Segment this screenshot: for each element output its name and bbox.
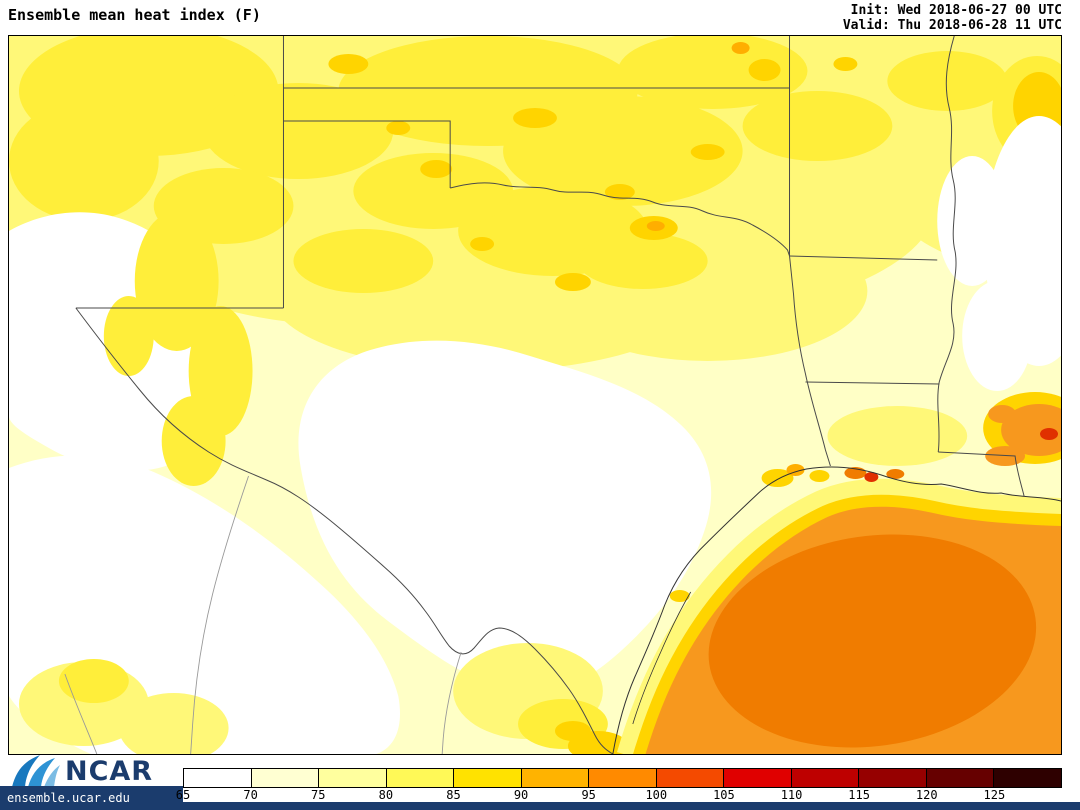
state-borders (75, 36, 1025, 754)
init-time: Init: Wed 2018-06-27 00 UTC (850, 3, 1062, 18)
la-coast-gold-spot (809, 470, 830, 482)
page-title: Ensemble mean heat index (F) (8, 6, 261, 24)
mexico-state-borders (64, 475, 462, 754)
colorbar-label: 95 (581, 788, 596, 802)
heat-index-map (8, 35, 1062, 755)
heat-index-map-canvas (9, 36, 1061, 754)
colorbar-label: 110 (780, 788, 803, 802)
heat-speckles-gold-south (554, 590, 690, 754)
colorbar-label: 85 (446, 788, 461, 802)
colorbar-segment (588, 769, 656, 787)
colorbar-label: 105 (713, 788, 735, 802)
colorbar-label: 80 (378, 788, 394, 802)
colorbar-segment (858, 769, 926, 787)
colorbar-label: 70 (243, 788, 258, 802)
coast-orange-spot (988, 405, 1017, 423)
colorbar-segment (453, 769, 521, 787)
colorbar-segment (520, 769, 589, 787)
colorbar-segment (790, 769, 859, 787)
valid-time: Valid: Thu 2018-06-28 11 UTC (842, 18, 1062, 33)
init-valid-times: Init: Wed 2018-06-27 00 UTC Valid: Thu 2… (843, 3, 1062, 33)
colorbar-labels: 65 70 75 80 85 90 95 100 105 110 115 120 125 (176, 788, 1062, 802)
delta-red-spot (1040, 428, 1059, 440)
ncar-logo-text: NCAR (65, 755, 154, 787)
colorbar-label: 115 (848, 788, 870, 802)
colorbar-segments (183, 768, 1062, 788)
heat-patches-yellow (9, 36, 1061, 293)
footer-strip (0, 802, 1080, 810)
ncar-logo-icon (12, 755, 60, 787)
colorbar-segment (993, 769, 1061, 787)
la-coast-darkorange-spot-2 (886, 469, 905, 479)
colorbar-segment (250, 769, 319, 787)
colorbar-segment (925, 769, 994, 787)
coast-orange-spot-2 (985, 446, 1026, 466)
colorbar-label: 120 (915, 788, 938, 802)
ncar-logo: NCAR (10, 754, 153, 788)
colorbar-segment (184, 769, 251, 787)
colorbar-label: 75 (310, 788, 326, 802)
colorbar-label: 125 (983, 788, 1006, 802)
colorbar-segment (318, 769, 386, 787)
la-coast-red-spot (864, 472, 879, 482)
galveston-gold-spot (761, 469, 794, 487)
colorbar-label: 90 (513, 788, 529, 802)
colorbar-segment (385, 769, 454, 787)
gulf-coastline (612, 466, 1061, 754)
colorbar-label: 100 (645, 788, 668, 802)
colorbar-segment (723, 769, 791, 787)
gulf-core-region (708, 534, 1037, 748)
colorbar-segment (655, 769, 724, 787)
site-url: ensemble.ucar.edu (7, 791, 130, 805)
colorbar-label: 65 (175, 788, 191, 802)
delta-orange-spot (1001, 404, 1061, 456)
